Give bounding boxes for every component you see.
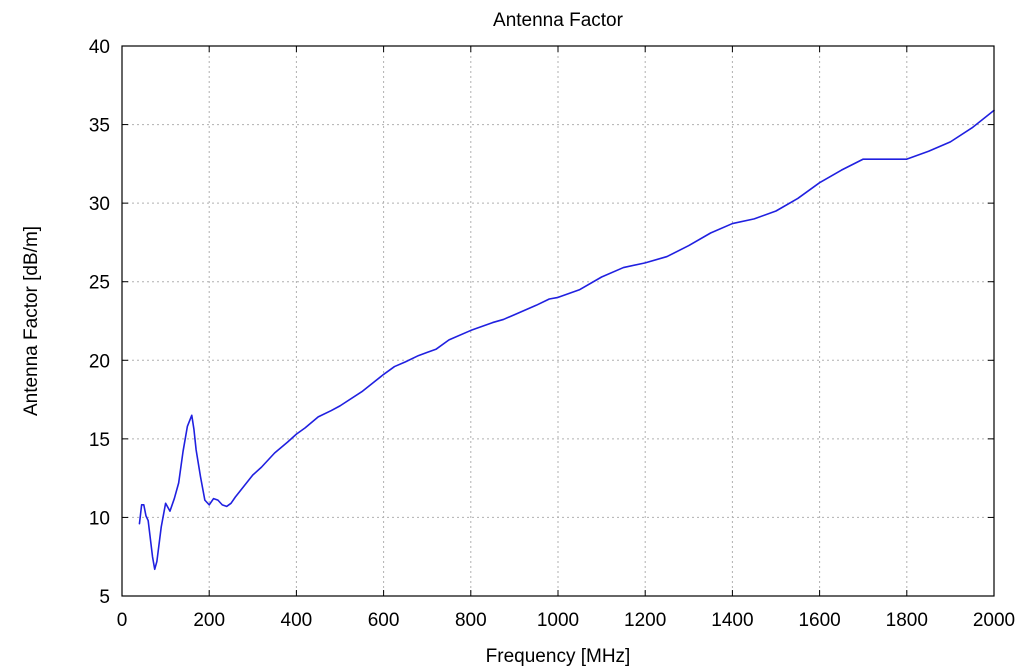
x-tick-label: 1600 (798, 610, 840, 631)
y-tick-label: 35 (89, 116, 110, 137)
x-tick-label: 600 (368, 610, 400, 631)
chart-title: Antenna Factor (493, 10, 624, 31)
tick-labels: 0 200 400 600 800 1000 1200 1400 1600 1800 2000 5 10… (89, 37, 1015, 631)
plot-frame (121, 45, 995, 597)
x-tick-label: 1400 (711, 610, 753, 631)
x-tick-label: 1800 (886, 610, 928, 631)
y-tick-label: 10 (89, 508, 110, 529)
y-tick-label: 25 (89, 273, 110, 294)
y-tick-label: 40 (89, 37, 110, 58)
y-tick-label: 15 (89, 430, 110, 451)
y-tick-label: 20 (89, 351, 110, 372)
x-axis-label: Frequency [MHz] (486, 646, 631, 667)
y-axis-label: Antenna Factor [dB/m] (21, 226, 42, 416)
y-tick-label: 30 (89, 194, 110, 215)
antenna-factor-series-line (138, 109, 995, 571)
x-tick-label: 800 (455, 610, 487, 631)
x-tick-label: 400 (281, 610, 313, 631)
grid (122, 46, 994, 596)
x-tick-label: 2000 (973, 610, 1015, 631)
x-tick-label: 200 (193, 610, 225, 631)
x-tick-label: 0 (117, 610, 128, 631)
y-tick-label: 5 (99, 587, 110, 608)
x-tick-label: 1200 (624, 610, 666, 631)
x-tick-label: 1000 (537, 610, 579, 631)
series-layer (138, 109, 995, 571)
